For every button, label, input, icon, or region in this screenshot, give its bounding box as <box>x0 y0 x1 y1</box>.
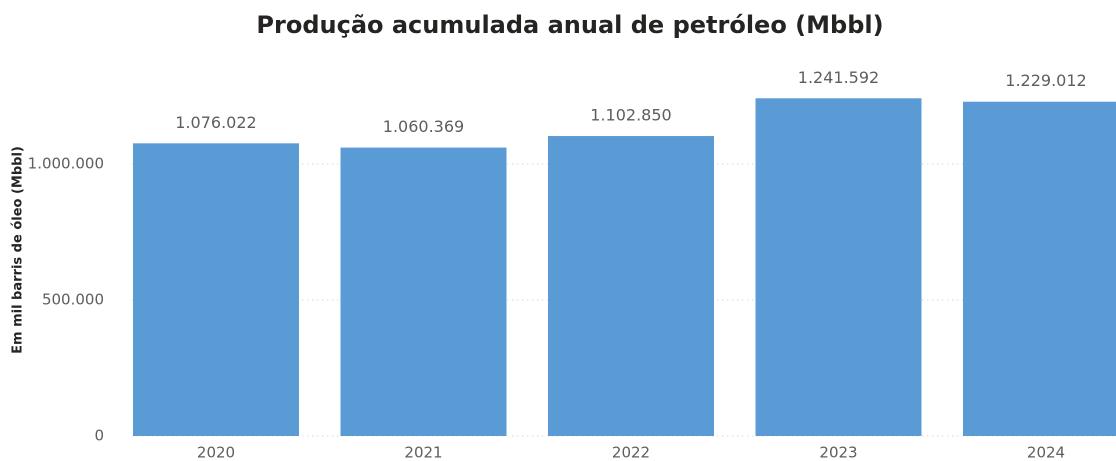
x-tick-label: 2023 <box>819 444 857 461</box>
data-label: 1.076.022 <box>175 113 256 132</box>
y-tick-label: 1.000.000 <box>28 155 104 173</box>
data-label: 1.102.850 <box>590 106 671 125</box>
bar <box>133 143 299 436</box>
bar <box>548 136 714 437</box>
bar <box>963 101 1116 436</box>
x-tick-label: 2024 <box>1027 444 1065 461</box>
chart-title: Produção acumulada anual de petróleo (Mb… <box>256 11 883 39</box>
y-tick-label: 500.000 <box>42 291 104 309</box>
x-tick-label: 2021 <box>404 444 442 461</box>
x-tick-label: 2020 <box>197 444 235 461</box>
bar <box>755 98 922 436</box>
x-tick-label: 2022 <box>612 444 650 461</box>
y-axis-label: Em mil barris de óleo (Mbbl) <box>11 146 26 354</box>
data-label: 1.241.592 <box>798 68 879 87</box>
data-label: 1.060.369 <box>383 117 464 136</box>
y-tick-label: 0 <box>94 427 104 445</box>
data-label: 1.229.012 <box>1005 71 1086 90</box>
bar <box>340 147 507 436</box>
